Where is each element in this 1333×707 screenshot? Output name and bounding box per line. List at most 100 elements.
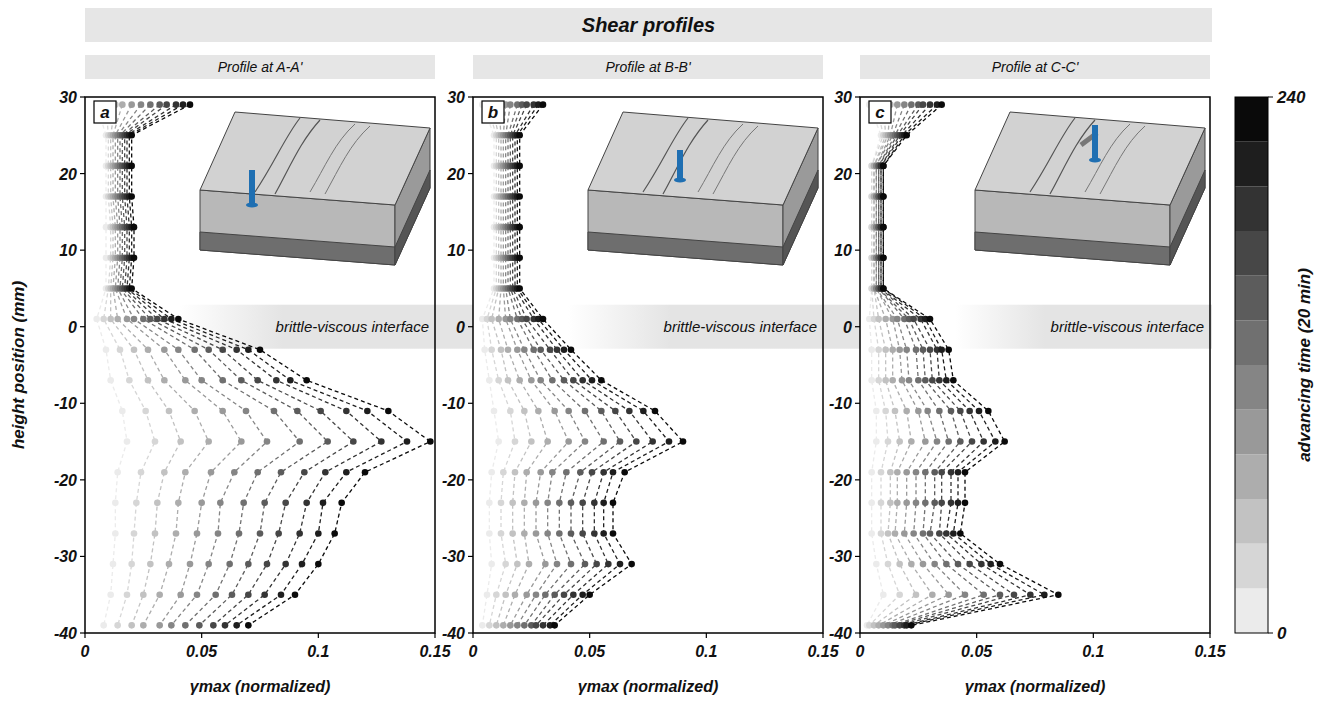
profile-point: 180 / -35 / 0.039 xyxy=(561,591,568,598)
y-tick-label: -20 xyxy=(54,472,77,489)
profile-point: 220 / -27 / 0.04 xyxy=(950,530,957,537)
profile-line xyxy=(492,105,532,626)
profile-point: 60 / -15 / 0.025 xyxy=(528,438,535,445)
profile-point: 20 / -7 / 0.005 xyxy=(868,377,875,384)
inset-lower-layer xyxy=(588,232,783,265)
profile-point: 200 / 1 / 0.034 xyxy=(161,316,168,323)
y-tick xyxy=(855,556,860,557)
inset-top xyxy=(588,112,818,205)
profile-point: 100 / -15 / 0.067 xyxy=(238,438,245,445)
profile-point: 180 / -19 / 0.051 xyxy=(589,469,596,476)
colorbar-band xyxy=(1235,454,1268,499)
profile-point: 240 / 9 / 0.021 xyxy=(131,254,138,261)
profile-point: 160 / 29 / 0.032 xyxy=(156,101,163,108)
y-tick-label: -10 xyxy=(829,395,852,412)
profile-point: 220 / -31 / 0.063 xyxy=(617,561,624,568)
profile-point: 100 / -3 / 0.019 xyxy=(514,346,521,353)
profile-line xyxy=(883,105,1058,626)
data-group: 20 / 29 / 0.00420 / 25 / 0.00920 / 21 / … xyxy=(864,101,1062,628)
profile-point: 40 / -27 / 0.021 xyxy=(131,530,138,537)
profile-point: 20 / -15 / 0.018 xyxy=(124,438,131,445)
colorbar-band xyxy=(1235,410,1268,455)
profile-point: 220 / -23 / 0.042 xyxy=(955,500,962,507)
header-bar xyxy=(85,8,1212,42)
profile-point: 120 / -35 / 0.027 xyxy=(533,591,540,598)
profile-point: 240 / 29 / 0.045 xyxy=(187,101,194,108)
profile-point: 160 / -15 / 0.063 xyxy=(617,438,624,445)
plot-frame xyxy=(860,97,1210,633)
profile-point: 100 / -31 / 0.045 xyxy=(187,561,194,568)
profile-point: 80 / 1 / 0.011 xyxy=(495,316,502,323)
profile-point: 140 / -19 / 0.074 xyxy=(254,469,261,476)
profile-point: 200 / -23 / 0.095 xyxy=(303,500,310,507)
profile-point: 200 / -7 / 0.034 xyxy=(936,377,943,384)
profile-point: 180 / 29 / 0.027 xyxy=(920,101,927,108)
profile-point: 240 / -23 / 0.06 xyxy=(610,500,617,507)
profile-point: 100 / -27 / 0.019 xyxy=(901,530,908,537)
profile-point: 80 / -19 / 0.023 xyxy=(523,469,530,476)
panel-letter-box xyxy=(482,101,504,123)
inset-pin-base xyxy=(1089,158,1101,163)
profile-point: 240 / 21 / 0.02 xyxy=(516,163,523,170)
x-tick-label: 0 xyxy=(469,643,478,660)
profile-point: 120 / -15 / 0.078 xyxy=(264,438,271,445)
profile-point: 180 / -39 / 0.027 xyxy=(533,622,540,629)
profile-point: 20 / -31 / 0.007 xyxy=(873,561,880,568)
profile-point: 240 / 9 / 0.01 xyxy=(880,254,887,261)
profile-point: 80 / -39 / 0.025 xyxy=(140,622,147,629)
data-group: 20 / 29 / 0.00420 / 25 / 0.00920 / 21 / … xyxy=(479,101,686,628)
profile-point: 40 / -19 / 0.009 xyxy=(878,469,885,476)
inset-lower-layer xyxy=(975,232,1170,265)
profile-point: 220 / -7 / 0.037 xyxy=(943,377,950,384)
profile-line xyxy=(127,105,381,626)
profile-point: 240 / -3 / 0.042 xyxy=(568,346,575,353)
profile-point: 220 / 9 / 0.01 xyxy=(880,254,887,261)
profile-line xyxy=(881,105,1014,626)
x-tick xyxy=(822,633,823,638)
plot-area xyxy=(85,97,435,633)
profile-point: 140 / -15 / 0.038 xyxy=(945,438,952,445)
profile-point: 100 / -31 / 0.031 xyxy=(542,561,549,568)
panel-title-bar xyxy=(85,55,435,79)
y-tick-label: -20 xyxy=(829,472,852,489)
profile-point: 140 / -23 / 0.028 xyxy=(922,500,929,507)
colorbar-band xyxy=(1235,544,1268,589)
profile-point: 80 / -23 / 0.04 xyxy=(175,500,182,507)
profile-point: 40 / -15 / 0.03 xyxy=(152,438,159,445)
y-tick-label: 0 xyxy=(456,319,465,336)
profile-point: 100 / -31 / 0.027 xyxy=(920,561,927,568)
profile-point: 20 / -15 / 0.007 xyxy=(873,438,880,445)
profile-point: 40 / -19 / 0.013 xyxy=(500,469,507,476)
profile-point: 40 / -35 / 0.017 xyxy=(896,591,903,598)
profile-point: 60 / -19 / 0.013 xyxy=(887,469,894,476)
profile-point: 200 / -3 / 0.065 xyxy=(233,346,240,353)
colorbar-band xyxy=(1235,365,1268,410)
x-axis-title: γmax (normalized) xyxy=(190,678,330,695)
profile-point: 100 / -11 / 0.025 xyxy=(915,408,922,415)
profile-line xyxy=(517,105,669,626)
profile-point: 80 / -31 / 0.024 xyxy=(526,561,533,568)
profile-point: 20 / 1 / 0.005 xyxy=(93,316,100,323)
y-tick xyxy=(855,326,860,327)
profile-line xyxy=(132,105,431,626)
profile-point: 180 / -35 / 0.066 xyxy=(1011,591,1018,598)
profile-point: 40 / -15 / 0.012 xyxy=(885,438,892,445)
profile-point: 220 / -35 / 0.084 xyxy=(278,591,285,598)
profile-point: 160 / -23 / 0.077 xyxy=(261,500,268,507)
profile-point: 140 / -7 / 0.059 xyxy=(219,377,226,384)
profile-point: 220 / -19 / 0.06 xyxy=(610,469,617,476)
profile-point: 100 / -3 / 0.034 xyxy=(161,346,168,353)
profile-point: 60 / -31 / 0.019 xyxy=(514,561,521,568)
profile-point: 100 / 29 / 0.02 xyxy=(128,101,135,108)
profile-point: 100 / -7 / 0.025 xyxy=(528,377,535,384)
profile-point: 140 / -31 / 0.042 xyxy=(568,561,575,568)
profile-point: 100 / -27 / 0.048 xyxy=(194,530,201,537)
profile-point: 100 / -23 / 0.02 xyxy=(903,500,910,507)
y-tick xyxy=(468,326,473,327)
profile-point: 240 / -27 / 0.06 xyxy=(610,530,617,537)
inset-fault xyxy=(663,120,708,194)
profile-point: 80 / -27 / 0.015 xyxy=(892,530,899,537)
x-tick xyxy=(84,633,85,638)
x-tick-label: 0 xyxy=(81,643,90,660)
profile-point: 200 / -3 / 0.036 xyxy=(554,346,561,353)
